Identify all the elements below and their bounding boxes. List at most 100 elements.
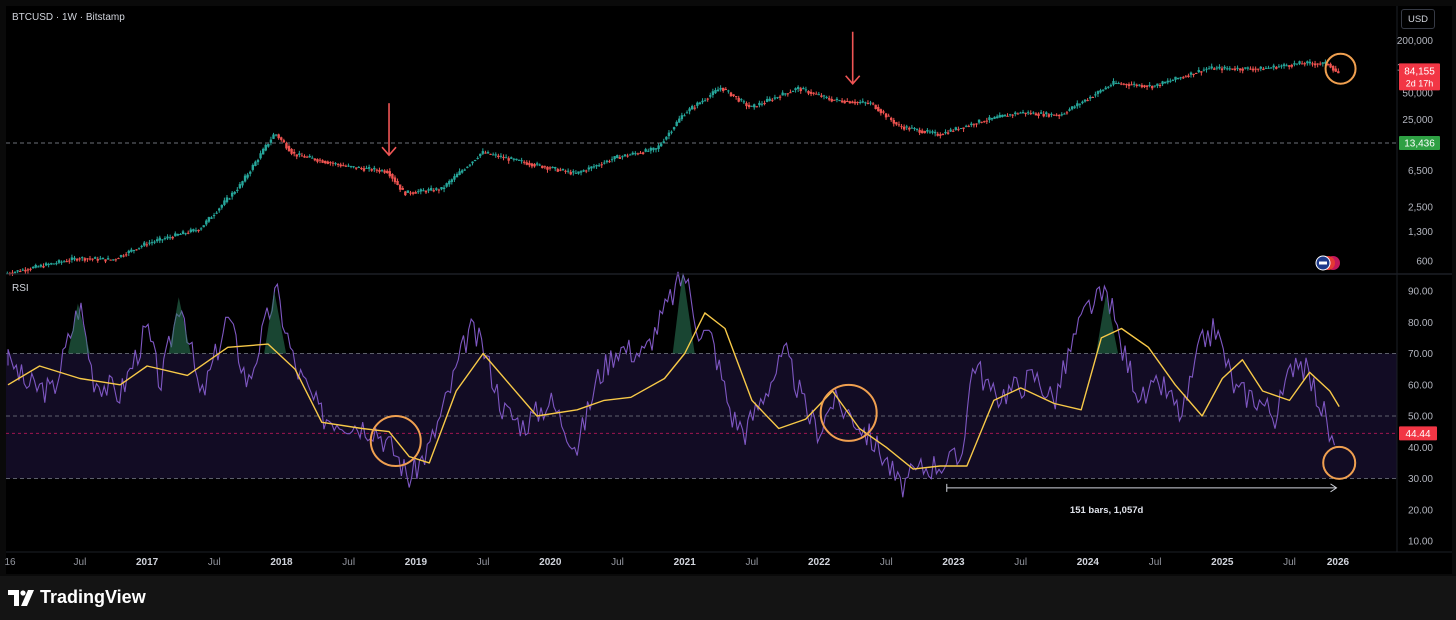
- price-candle: [1249, 68, 1252, 70]
- time-axis-label: 2017: [136, 557, 159, 568]
- price-candle: [786, 93, 790, 95]
- price-candle: [1037, 113, 1040, 116]
- price-candle: [794, 88, 797, 91]
- price-candle: [44, 263, 48, 266]
- currency-button[interactable]: USD: [1401, 9, 1435, 29]
- price-candle: [1083, 99, 1087, 102]
- price-candle: [1334, 68, 1337, 72]
- price-candle: [1130, 84, 1133, 86]
- price-candle: [409, 192, 412, 194]
- price-candle: [892, 119, 895, 124]
- price-candle: [807, 90, 810, 94]
- price-candle: [890, 117, 893, 121]
- price-candle: [429, 188, 433, 191]
- price-candle: [1184, 76, 1188, 78]
- price-candle: [608, 161, 611, 163]
- price-candle: [936, 133, 939, 136]
- price-candle: [479, 153, 482, 157]
- price-candle: [1060, 114, 1063, 116]
- price-candle: [106, 258, 110, 260]
- price-candle: [344, 165, 348, 167]
- measure-arrow-head: [1330, 483, 1338, 493]
- price-candle: [383, 170, 386, 173]
- price-candle: [877, 107, 880, 112]
- price-candle: [905, 126, 908, 128]
- time-axis-label: 2018: [270, 557, 293, 568]
- time-axis-label: 2021: [674, 557, 697, 568]
- price-candle: [698, 102, 702, 105]
- price-candle: [468, 164, 472, 166]
- price-candle: [977, 119, 981, 123]
- price-candle: [1262, 68, 1265, 71]
- price-candle: [321, 160, 324, 163]
- price-candle: [88, 258, 92, 260]
- price-candle: [1120, 83, 1123, 85]
- price-candle: [1200, 71, 1203, 73]
- price-candle: [83, 258, 87, 261]
- price-candle: [804, 89, 808, 91]
- price-candle: [548, 167, 552, 169]
- price-candle: [670, 131, 673, 133]
- price-candle: [1329, 63, 1332, 68]
- price-candle: [574, 172, 578, 174]
- price-candle: [388, 171, 392, 177]
- time-axis-label: 2022: [808, 557, 831, 568]
- price-candle: [538, 164, 541, 166]
- time-axis-label: Jul: [611, 557, 624, 568]
- price-candle: [918, 129, 921, 133]
- price-candle: [745, 103, 748, 107]
- price-candle: [419, 189, 423, 192]
- price-candle: [1096, 91, 1100, 94]
- price-axis-label: 600: [1416, 257, 1433, 268]
- price-candle: [711, 91, 715, 96]
- countdown-label: 2d 17h: [1406, 78, 1434, 88]
- price-candle: [68, 260, 71, 262]
- price-candle: [732, 94, 735, 97]
- price-candle: [944, 131, 947, 134]
- price-candle: [73, 257, 76, 260]
- price-candle: [616, 155, 619, 159]
- price-candle: [884, 113, 888, 118]
- price-candle: [424, 190, 428, 193]
- price-candle: [1182, 77, 1185, 79]
- price-candle: [1081, 101, 1084, 104]
- price-candle: [292, 151, 296, 154]
- tradingview-logo[interactable]: TradingView: [8, 587, 146, 608]
- time-axis-label: Jul: [1283, 557, 1296, 568]
- price-candle: [734, 96, 738, 98]
- price-candle: [1277, 66, 1281, 68]
- last-price-label: 84,155: [1404, 66, 1435, 77]
- price-candle: [404, 191, 407, 196]
- price-candle: [1233, 68, 1237, 71]
- price-candle: [900, 126, 903, 128]
- price-candle: [1109, 85, 1113, 87]
- chart-area[interactable]: [6, 6, 1452, 574]
- price-candle: [727, 90, 730, 92]
- price-candle: [654, 148, 658, 150]
- price-candle: [605, 160, 609, 163]
- price-candle: [347, 165, 350, 167]
- price-candle: [130, 249, 133, 252]
- price-candle: [1210, 66, 1213, 69]
- price-candle: [822, 95, 826, 97]
- price-candle: [626, 155, 629, 157]
- price-candle: [985, 120, 989, 122]
- price-candle: [851, 101, 854, 104]
- price-candle: [737, 97, 740, 102]
- price-candle: [440, 187, 443, 190]
- price-candle: [86, 258, 89, 260]
- price-candle: [618, 157, 622, 159]
- price-candle: [990, 117, 994, 120]
- price-candle: [827, 98, 831, 100]
- chart-svg[interactable]: 200,000100,00050,00025,0006,5002,5001,30…: [0, 0, 1456, 576]
- price-candle: [817, 94, 821, 96]
- price-candle: [101, 257, 105, 260]
- rsi-axis-label: 30.00: [1408, 474, 1433, 485]
- price-candle: [703, 100, 707, 102]
- price-candle: [1267, 67, 1270, 69]
- price-candle: [1207, 68, 1211, 70]
- price-candle: [959, 128, 963, 130]
- rsi-axis-label: 40.00: [1408, 443, 1433, 454]
- symbol-title: BTCUSD · 1W · Bitstamp: [12, 12, 125, 23]
- price-candle: [856, 101, 859, 103]
